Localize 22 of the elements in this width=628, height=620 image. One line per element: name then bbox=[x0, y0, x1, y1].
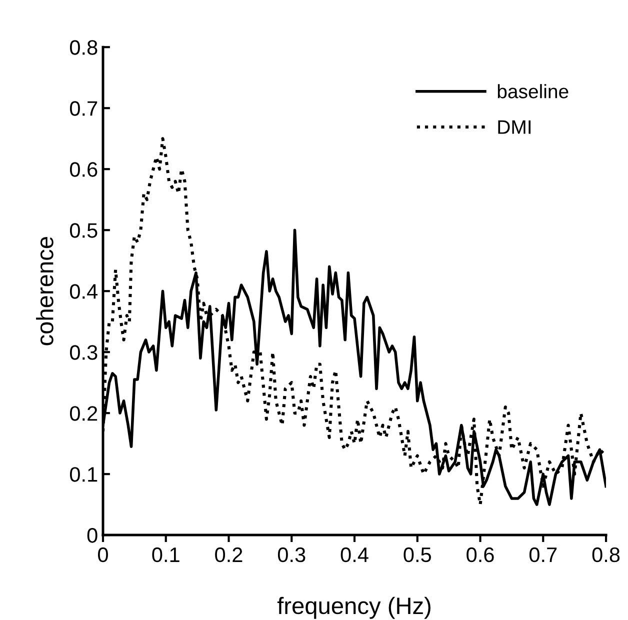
y-tick-label: 0.5 bbox=[70, 223, 98, 238]
legend-label: baseline bbox=[498, 84, 568, 98]
y-tick-label: 0.4 bbox=[70, 284, 98, 299]
x-tick-label: 0.6 bbox=[466, 547, 494, 562]
x-tick-label: 0.8 bbox=[592, 547, 620, 562]
y-tick-label: 0.8 bbox=[70, 40, 98, 55]
y-tick-label: 0.7 bbox=[70, 101, 98, 116]
y-axis-title: coherence bbox=[36, 237, 54, 346]
y-tick-label: 0.6 bbox=[70, 162, 98, 177]
x-tick-label: 0.4 bbox=[340, 547, 368, 562]
y-tick-label: 0.3 bbox=[70, 345, 98, 360]
legend-label: DMI bbox=[498, 120, 530, 134]
x-tick-label: 0.5 bbox=[404, 547, 431, 562]
x-tick-label: 0.1 bbox=[152, 547, 180, 562]
x-tick-label: 0.7 bbox=[529, 547, 557, 562]
x-tick-label: 0.2 bbox=[215, 547, 242, 562]
x-tick-label: 0 bbox=[98, 547, 108, 562]
y-tick-label: 0 bbox=[87, 528, 98, 543]
x-axis-title: frequency (Hz) bbox=[277, 596, 430, 619]
y-tick-label: 0.1 bbox=[70, 467, 98, 482]
x-tick-label: 0.3 bbox=[278, 547, 306, 562]
y-tick-label: 0.2 bbox=[70, 406, 98, 421]
